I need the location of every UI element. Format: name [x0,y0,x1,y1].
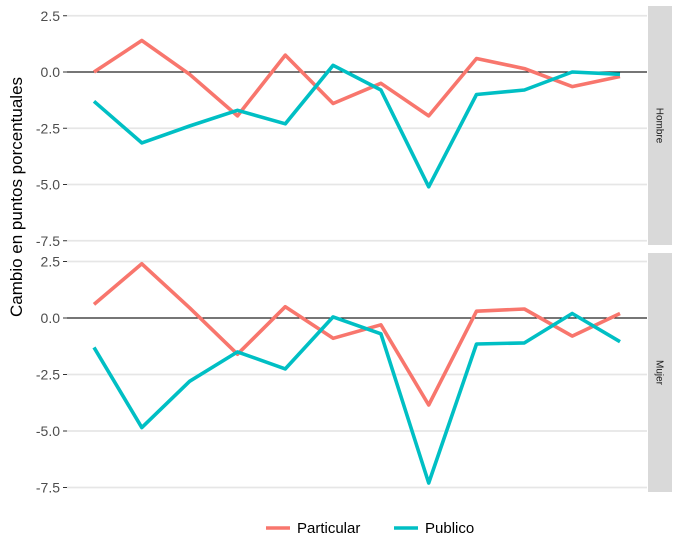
y-tick-label: 2.5 [41,8,61,24]
legend-item-particular: Particular [266,520,360,537]
y-tick-label: -7.5 [36,480,60,496]
legend: Particular Publico [266,520,474,537]
panels-layer: 2.5 0.0 -2.5 -5.0 -7.5 Hombre 2.5 0.0 -2.5 -5.0 -7… [36,6,672,496]
panel-hombre: 2.5 0.0 -2.5 -5.0 -7.5 Hombre [36,6,672,249]
y-tick-label: 0.0 [41,64,61,80]
series-line-publico [92,311,621,485]
series-line-particular [93,38,621,118]
plot-background [67,6,647,245]
y-tick-label: -7.5 [36,233,60,249]
y-tick-label: 0.0 [41,310,61,326]
facet-strip [648,253,672,492]
series-line-particular [92,261,621,407]
legend-label: Publico [425,520,474,537]
y-tick-label: 2.5 [41,254,61,270]
legend-label: Particular [297,520,360,537]
legend-item-publico: Publico [394,520,474,537]
facet-strip-label: Hombre [654,108,665,144]
plot-background [67,253,647,492]
panel-mujer: 2.5 0.0 -2.5 -5.0 -7.5 Mujer [36,253,672,496]
y-axis-title: Cambio en puntos porcentuales [7,77,26,317]
facet-strip-label: Mujer [654,360,665,386]
y-tick-label: -2.5 [36,120,60,136]
facet-strip [648,6,672,245]
y-tick-label: -2.5 [36,367,60,383]
y-tick-label: -5.0 [36,177,60,193]
series-line-publico [92,63,621,189]
y-tick-label: -5.0 [36,423,60,439]
